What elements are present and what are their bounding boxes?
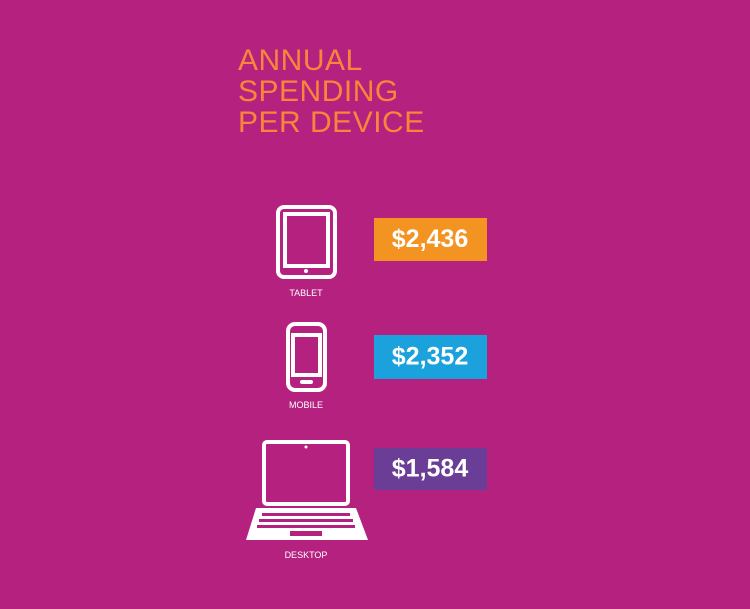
title-line: SPENDING: [238, 75, 399, 108]
amount-box: [374, 448, 487, 490]
mobile-icon: [286, 322, 327, 392]
tablet-icon: [276, 205, 337, 279]
desktop-icon: [246, 440, 368, 540]
title-line: PER DEVICE: [238, 106, 425, 139]
device-label: TABLET: [289, 288, 323, 298]
amount-box: [374, 218, 487, 261]
device-label: MOBILE: [289, 400, 323, 410]
amount: $1,584: [392, 455, 469, 483]
amount: $2,352: [392, 343, 468, 371]
device-label: DESKTOP: [285, 550, 328, 560]
amount-box: [374, 335, 487, 379]
amount: $2,436: [392, 225, 468, 253]
title-line: ANNUAL: [238, 44, 363, 77]
